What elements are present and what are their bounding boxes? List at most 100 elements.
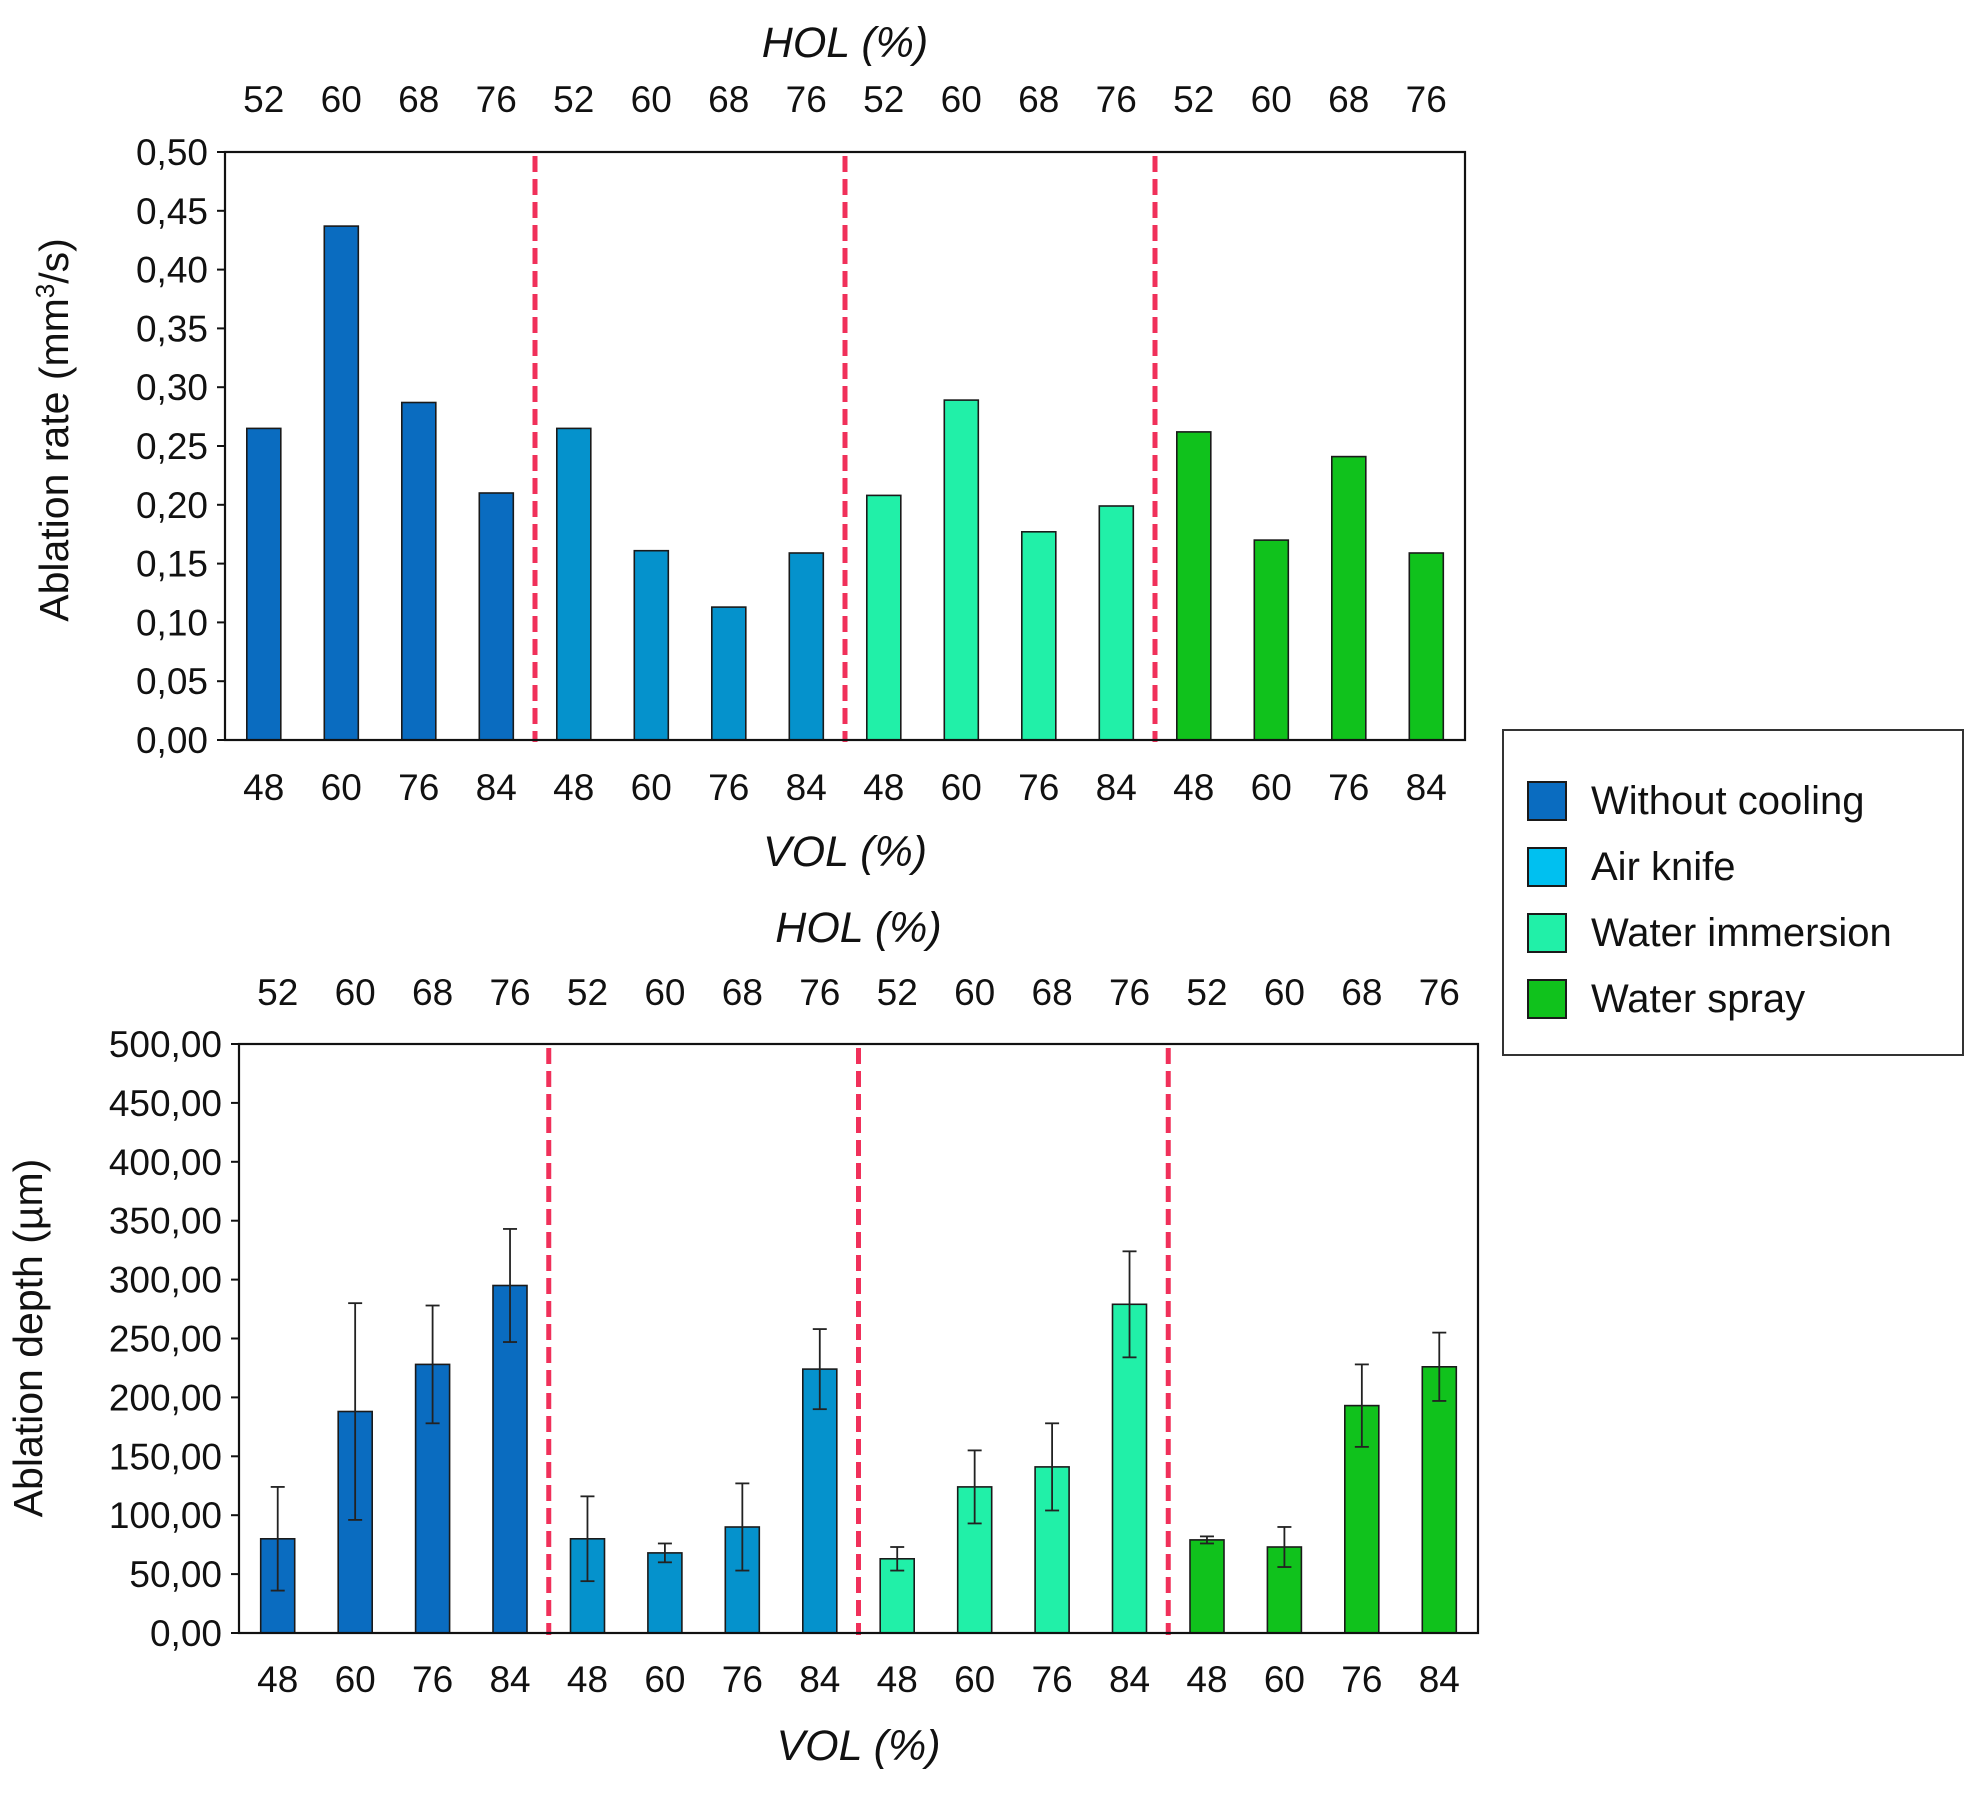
x-tick-label: 60 xyxy=(1264,1659,1305,1700)
x-tick-label: 60 xyxy=(941,767,982,808)
bar-without-cooling-4 xyxy=(492,1284,528,1634)
y-tick-label: 350,00 xyxy=(109,1201,222,1242)
error-bar-12 xyxy=(1122,1250,1137,1359)
top-x-tick-label: 68 xyxy=(1018,79,1059,120)
y-tick-label: 0,40 xyxy=(136,250,208,291)
y-tick-label: 150,00 xyxy=(109,1436,222,1477)
error-bar-11 xyxy=(1045,1422,1060,1512)
x-tick-label: 60 xyxy=(644,1659,685,1700)
x-tick-label: 60 xyxy=(321,767,362,808)
top-x-tick-label: 60 xyxy=(954,972,995,1013)
top-x-tick-label: 76 xyxy=(786,79,827,120)
top-x-tick-label: 60 xyxy=(1251,79,1292,120)
x-tick-label: 76 xyxy=(398,767,439,808)
error-bar-8 xyxy=(812,1328,827,1411)
bar-water-spray-4 xyxy=(1421,1366,1458,1634)
bar-water-spray-4 xyxy=(1408,552,1445,741)
top-x-tick-label: 68 xyxy=(398,79,439,120)
bar-without-cooling-1 xyxy=(246,427,282,741)
top-x-tick-label: 76 xyxy=(1419,972,1460,1013)
y-tick-label: 450,00 xyxy=(109,1083,222,1124)
bar-air-knife-4 xyxy=(788,552,825,741)
top-x-tick-label: 60 xyxy=(321,79,362,120)
legend-item: Air knife xyxy=(1527,845,1736,889)
error-bar-6 xyxy=(657,1542,672,1564)
top-x-tick-label: 52 xyxy=(1173,79,1214,120)
x-tick-label: 60 xyxy=(1251,767,1292,808)
x-tick-label: 60 xyxy=(954,1659,995,1700)
top-axis-title: HOL (%) xyxy=(775,904,941,952)
top-x-tick-label: 60 xyxy=(631,79,672,120)
x-tick-label: 48 xyxy=(257,1659,298,1700)
x-tick-label: 76 xyxy=(1032,1659,1073,1700)
x-tick-label: 76 xyxy=(1018,767,1059,808)
bar-without-cooling-4 xyxy=(478,492,515,741)
y-axis-title: Ablation depth (µm) xyxy=(5,1159,51,1518)
top-x-tick-label: 52 xyxy=(243,79,284,120)
top-x-tick-label: 68 xyxy=(722,972,763,1013)
y-tick-label: 50,00 xyxy=(129,1554,222,1595)
x-tick-label: 84 xyxy=(1096,767,1137,808)
top-x-tick-label: 52 xyxy=(553,79,594,120)
y-tick-label: 200,00 xyxy=(109,1377,222,1418)
error-bar-3 xyxy=(425,1304,440,1425)
bar-water-immersion-2 xyxy=(943,399,980,741)
y-axis-title: Ablation rate (mm3/s) xyxy=(30,238,77,622)
error-bar-9 xyxy=(890,1546,905,1572)
top-x-tick-label: 68 xyxy=(1341,972,1382,1013)
legend-box xyxy=(1502,729,1964,1056)
x-tick-label: 84 xyxy=(476,767,517,808)
y-tick-label: 0,05 xyxy=(136,661,208,702)
legend-label: Air knife xyxy=(1591,845,1736,889)
bar-water-immersion-3 xyxy=(1020,530,1057,741)
x-tick-label: 84 xyxy=(489,1659,530,1700)
bar-air-knife-2 xyxy=(647,1552,683,1634)
legend: Without cooling Air knife Water immersion W… xyxy=(1502,729,1964,1056)
error-bar-13 xyxy=(1199,1535,1214,1545)
top-x-tick-label: 60 xyxy=(335,972,376,1013)
x-tick-label: 48 xyxy=(1173,767,1214,808)
x-tick-label: 76 xyxy=(1341,1659,1382,1700)
top-x-tick-label: 60 xyxy=(644,972,685,1013)
x-tick-label: 84 xyxy=(799,1659,840,1700)
x-axis-title: VOL (%) xyxy=(763,828,927,876)
top-x-tick-label: 52 xyxy=(1186,972,1227,1013)
y-tick-label: 0,45 xyxy=(136,191,208,232)
top-x-tick-label: 76 xyxy=(489,972,530,1013)
y-tick-label: 0,00 xyxy=(150,1613,222,1654)
x-tick-label: 76 xyxy=(708,767,749,808)
x-tick-label: 48 xyxy=(877,1659,918,1700)
error-bar-1 xyxy=(270,1486,285,1592)
top-x-tick-label: 52 xyxy=(877,972,918,1013)
top-axis-title: HOL (%) xyxy=(762,19,928,67)
error-bar-4 xyxy=(503,1228,518,1343)
chart-panel-2: 0,00 50,00 100,00 150,00 200,00 250,00 300,00 3… xyxy=(5,904,1480,1770)
legend-item: Water spray xyxy=(1527,977,1805,1021)
error-bar-10 xyxy=(967,1449,982,1525)
bar-water-spray-1 xyxy=(1189,1539,1225,1634)
bar-without-cooling-3 xyxy=(400,401,437,741)
legend-label: Water spray xyxy=(1591,977,1805,1021)
y-tick-label: 0,30 xyxy=(136,367,208,408)
x-tick-label: 48 xyxy=(1186,1659,1227,1700)
bar-water-spray-3 xyxy=(1331,455,1367,741)
y-tick-label: 250,00 xyxy=(109,1319,222,1360)
top-x-tick-label: 76 xyxy=(799,972,840,1013)
top-x-tick-label: 68 xyxy=(708,79,749,120)
legend-swatch xyxy=(1527,847,1567,887)
y-tick-label: 500,00 xyxy=(109,1024,222,1065)
y-tick-label: 0,10 xyxy=(136,602,208,643)
top-x-tick-label: 60 xyxy=(941,79,982,120)
bar-without-cooling-2 xyxy=(323,225,360,741)
bar-air-knife-4 xyxy=(801,1368,838,1634)
x-axis-title: VOL (%) xyxy=(776,1722,940,1770)
error-bar-16 xyxy=(1432,1331,1447,1402)
y-tick-label: 0,00 xyxy=(136,720,208,761)
error-bar-14 xyxy=(1277,1526,1292,1568)
y-tick-label: 0,20 xyxy=(136,485,208,526)
y-tick-label: 0,25 xyxy=(136,426,208,467)
error-bar-5 xyxy=(580,1495,595,1583)
x-tick-label: 48 xyxy=(863,767,904,808)
